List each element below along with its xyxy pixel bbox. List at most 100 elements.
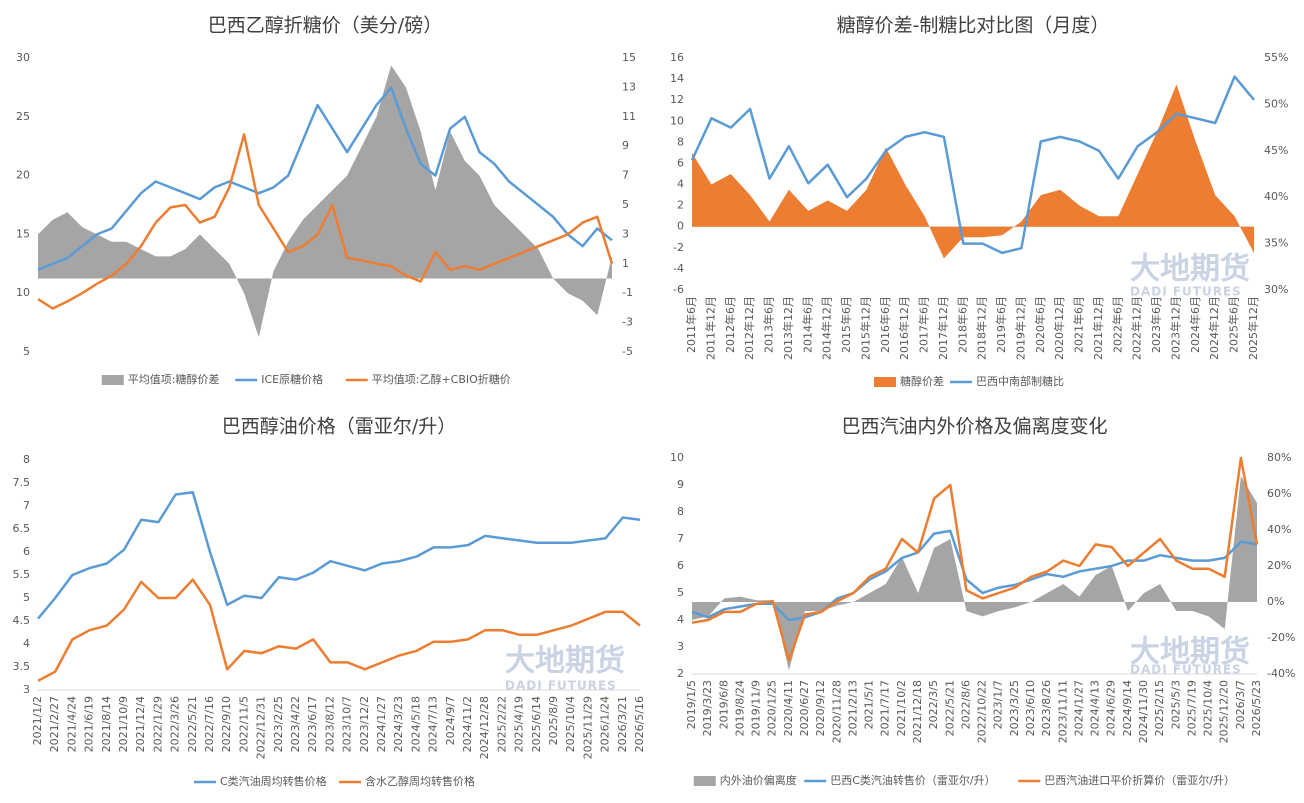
y-tick-label: 4 <box>677 178 684 191</box>
x-tick-label: 2023/8/12 <box>323 696 336 752</box>
x-tick-label: 2021/10/9 <box>117 696 130 752</box>
chart-title: 巴西乙醇折糖价（美分/磅） <box>208 15 442 37</box>
x-tick-label: 2024/3/23 <box>392 696 405 752</box>
x-tick-label: 2024/1/27 <box>1072 680 1085 736</box>
watermark: 大地期货 DADI FUTURES 大地期货 DADI FUTURES 大地期货… <box>505 252 1250 693</box>
x-tick-label: 2011年6月 <box>684 296 698 353</box>
x-tick-label: 2025/7/19 <box>1185 680 1198 736</box>
x-tick-label: 2022年6月 <box>1110 296 1124 353</box>
y-tick-label: 16 <box>670 51 684 64</box>
x-tick-label: 2023/8/26 <box>1040 680 1053 736</box>
legend-swatch <box>693 776 716 786</box>
x-tick-label: 2024/5/18 <box>409 696 422 752</box>
x-tick-label: 2021/7/17 <box>879 680 892 736</box>
watermark-en: DADI FUTURES <box>505 679 617 693</box>
y-tick-label: 6 <box>677 156 684 169</box>
y-tick-label: -4 <box>673 262 684 275</box>
x-tick-label: 2025/2/15 <box>1153 680 1166 736</box>
x-tick-label: 2017年6月 <box>917 296 931 353</box>
y2-tick-label: 30% <box>1264 283 1288 296</box>
x-tick-label: 2024/12/28 <box>478 696 491 759</box>
y-tick-label: 5 <box>23 345 30 358</box>
legend-label: 含水乙醇周均转售价格 <box>365 774 475 788</box>
x-tick-label: 2019/6/8 <box>717 680 730 729</box>
y-tick-label: 0 <box>677 220 684 233</box>
x-tick-label: 2021/12/4 <box>134 696 147 752</box>
y2-tick-label: 45% <box>1264 144 1288 157</box>
y-tick-label: 2 <box>677 199 684 212</box>
line <box>37 133 614 310</box>
x-tick-label: 2019年12月 <box>1013 296 1027 360</box>
x-tick-label: 2021/5/1 <box>863 680 876 729</box>
legend-label: 平均值项:糖醇价差 <box>128 372 220 386</box>
x-tick-label: 2024/11/2 <box>461 696 474 752</box>
x-tick-label: 2023/2/25 <box>272 696 285 752</box>
y2-tick-label: 5 <box>622 198 629 211</box>
x-tick-label: 2021/8/14 <box>100 696 113 752</box>
x-tick-label: 2020/11/28 <box>830 680 843 743</box>
x-tick-label: 2013年12月 <box>781 296 795 360</box>
y2-tick-label: -5 <box>622 345 633 358</box>
x-tick-label: 2022/5/21 <box>186 696 199 752</box>
y2-tick-label: 50% <box>1264 97 1288 110</box>
y-tick-label: 4 <box>677 613 684 626</box>
x-tick-label: 2022/8/6 <box>959 680 972 729</box>
legend-label: 糖醇价差 <box>900 374 944 388</box>
y-tick-label: 10 <box>670 451 684 464</box>
x-tick-label: 2024/6/29 <box>1105 680 1118 736</box>
y2-tick-label: 9 <box>622 139 629 152</box>
y-tick-label: -2 <box>673 241 684 254</box>
chart-title: 巴西醇油价格（雷亚尔/升） <box>222 416 456 438</box>
y2-tick-label: 20% <box>1267 559 1291 572</box>
legend-label: ICE原糖价格 <box>261 372 323 386</box>
x-tick-label: 2022/11/5 <box>237 696 250 752</box>
line <box>37 578 641 682</box>
legend-label: 巴西C类汽油转售价（雷亚尔/升） <box>830 773 995 787</box>
x-tick-label: 2022/10/22 <box>976 680 989 743</box>
y-tick-label: 4.5 <box>13 614 31 627</box>
watermark-cn: 大地期货 <box>505 644 625 679</box>
x-tick-label: 2024/9/14 <box>1121 680 1134 736</box>
y-tick-label: 6.5 <box>13 522 31 535</box>
chart-title: 巴西汽油内外价格及偏离度变化 <box>841 416 1107 438</box>
x-tick-label: 2020年6月 <box>1033 296 1047 353</box>
x-tick-label: 2022/1/29 <box>151 696 164 752</box>
line <box>691 456 1259 662</box>
y-tick-label: 6 <box>23 545 30 558</box>
x-tick-label: 2017年12月 <box>936 296 950 360</box>
legend-label: C类汽油周均转售价格 <box>220 774 327 788</box>
y2-tick-label: 15 <box>622 51 636 64</box>
y-tick-label: 2 <box>677 667 684 680</box>
x-tick-label: 2025/11/29 <box>581 696 594 759</box>
line <box>691 529 1258 622</box>
y-tick-label: 5 <box>677 586 684 599</box>
x-tick-label: 2024/11/30 <box>1137 680 1150 743</box>
x-tick-label: 2019/1/5 <box>685 680 698 729</box>
legend-label: 巴西中南部制糖比 <box>976 374 1064 388</box>
y2-tick-label: 80% <box>1267 451 1291 464</box>
x-tick-label: 2026/5/23 <box>1250 680 1263 736</box>
x-tick-label: 2024年12月 <box>1207 296 1221 360</box>
x-tick-label: 2026/5/16 <box>633 696 646 752</box>
x-tick-label: 2025/2/22 <box>495 696 508 752</box>
y-tick-label: 30 <box>16 51 30 64</box>
x-tick-label: 2011年12月 <box>703 296 717 360</box>
x-tick-label: 2013年6月 <box>762 296 776 353</box>
line <box>690 75 1255 255</box>
y-tick-label: 5 <box>23 591 30 604</box>
y-tick-label: 8 <box>677 135 684 148</box>
x-tick-label: 2020/1/25 <box>766 680 779 736</box>
x-tick-label: 2021/10/2 <box>895 680 908 736</box>
line <box>37 86 613 271</box>
x-tick-label: 2020/6/27 <box>798 680 811 736</box>
y2-tick-label: 7 <box>622 169 629 182</box>
x-tick-label: 2021年12月 <box>1091 296 1105 360</box>
x-tick-label: 2023/1/7 <box>992 680 1005 729</box>
x-tick-label: 2018年12月 <box>975 296 989 360</box>
legend-label: 巴西汽油进口平价折算价（雷亚尔/升） <box>1044 773 1235 787</box>
x-tick-label: 2020/9/12 <box>814 680 827 736</box>
y2-tick-label: -40% <box>1267 667 1295 680</box>
x-tick-label: 2014年6月 <box>800 296 814 353</box>
y2-tick-label: 35% <box>1264 237 1288 250</box>
